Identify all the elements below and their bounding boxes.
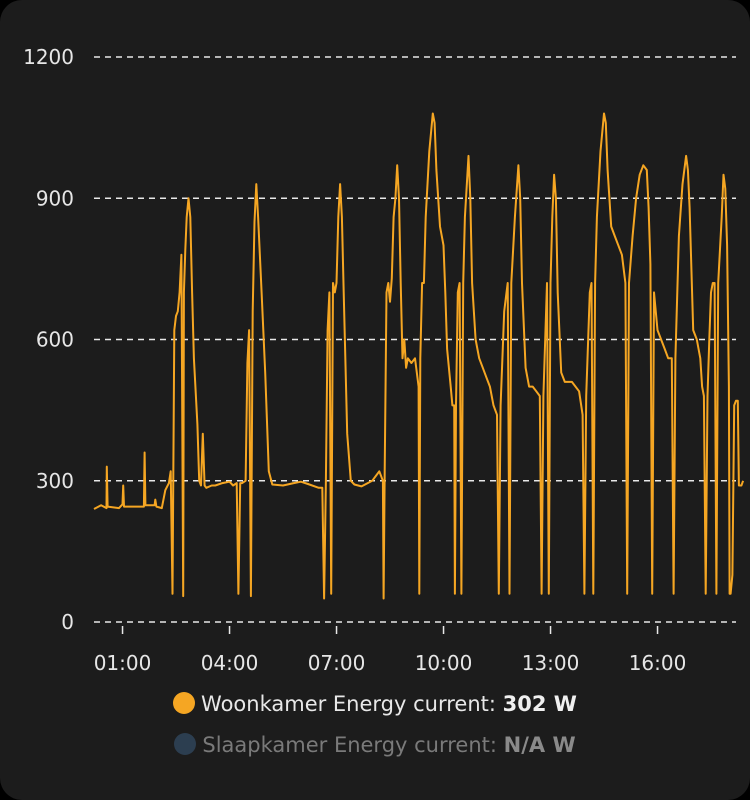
x-tick-label: 13:00 [522,651,580,675]
legend-value-slaapkamer: N/A W [503,733,576,757]
x-tick-label: 07:00 [308,651,366,675]
legend-item-slaapkamer[interactable]: Slaapkamer Energy current: N/A W [0,733,750,757]
y-tick-label: 1200 [23,45,74,69]
x-tick-label: 04:00 [201,651,259,675]
x-tick-label: 16:00 [629,651,687,675]
series-line-0 [93,112,745,600]
legend-label-slaapkamer: Slaapkamer Energy current [202,733,490,757]
legend-label-woonkamer: Woonkamer Energy current [201,692,489,716]
legend-dot-slaapkamer [174,733,197,755]
legend-value-woonkamer: 302 W [502,692,577,716]
y-tick-label: 600 [36,328,74,352]
x-tick-label: 01:00 [94,651,152,675]
x-tick-label: 10:00 [415,651,473,675]
y-tick-label: 900 [36,186,74,210]
y-tick-label: 300 [36,469,74,493]
legend-item-woonkamer[interactable]: Woonkamer Energy current: 302 W [0,692,750,716]
y-tick-label: 0 [61,610,74,634]
legend-dot-woonkamer [173,692,196,714]
